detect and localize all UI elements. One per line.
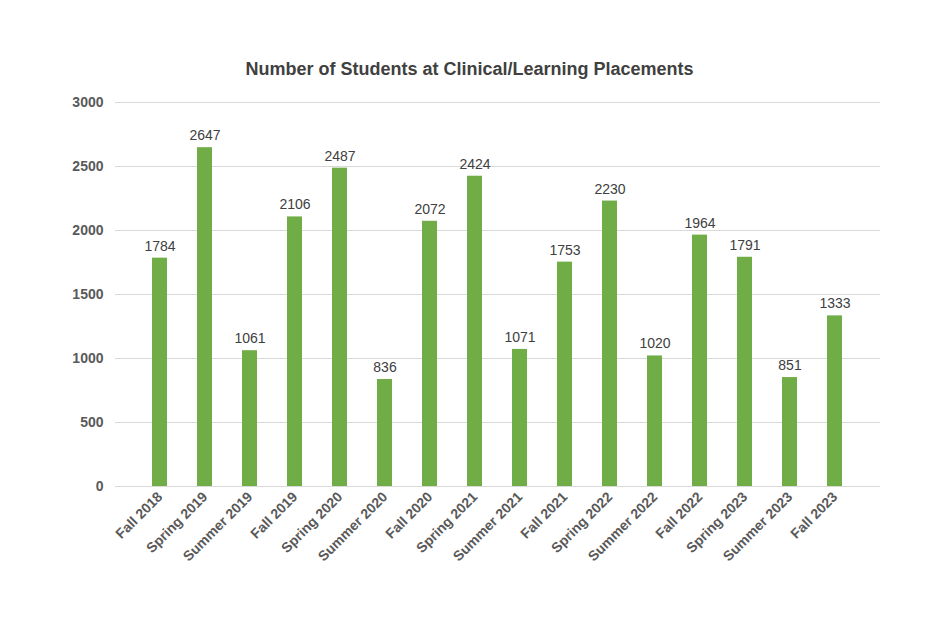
svg-text:1753: 1753 — [549, 242, 580, 258]
svg-text:Summer 2023: Summer 2023 — [720, 488, 796, 564]
svg-text:1500: 1500 — [72, 286, 103, 302]
svg-text:Fall 2018: Fall 2018 — [112, 488, 166, 542]
svg-text:851: 851 — [778, 357, 802, 373]
svg-text:Fall 2020: Fall 2020 — [382, 488, 436, 542]
svg-text:Summer 2022: Summer 2022 — [585, 488, 661, 564]
svg-text:1020: 1020 — [639, 335, 670, 351]
svg-text:2106: 2106 — [279, 196, 310, 212]
svg-text:2647: 2647 — [189, 127, 220, 143]
svg-text:Spring 2023: Spring 2023 — [682, 488, 751, 556]
svg-text:Summer 2021: Summer 2021 — [450, 488, 526, 564]
svg-text:500: 500 — [80, 414, 104, 430]
svg-text:836: 836 — [373, 359, 397, 375]
svg-text:Fall 2023: Fall 2023 — [787, 488, 840, 541]
svg-text:Summer 2020: Summer 2020 — [315, 488, 391, 564]
svg-text:Fall 2019: Fall 2019 — [247, 488, 301, 542]
svg-text:2487: 2487 — [324, 148, 355, 164]
svg-text:Fall 2021: Fall 2021 — [517, 488, 571, 542]
html-text:Number of Students at Clinical: Number of Students at Clinical/Learning … — [245, 59, 694, 79]
svg-text:1784: 1784 — [144, 238, 175, 254]
svg-text:1964: 1964 — [684, 215, 715, 231]
svg-text:2500: 2500 — [72, 158, 103, 174]
svg-text:Spring 2019: Spring 2019 — [142, 488, 211, 556]
svg-text:2000: 2000 — [72, 222, 103, 238]
svg-text:1791: 1791 — [729, 237, 760, 253]
svg-text:Fall 2022: Fall 2022 — [652, 488, 706, 542]
svg-text:3000: 3000 — [72, 94, 103, 110]
svg-text:1000: 1000 — [72, 350, 103, 366]
svg-text:1061: 1061 — [234, 330, 265, 346]
svg-text:1071: 1071 — [504, 329, 535, 345]
svg-text:2230: 2230 — [594, 181, 625, 197]
svg-text:2072: 2072 — [414, 201, 445, 217]
svg-text:1333: 1333 — [819, 295, 850, 311]
svg-text:Spring 2021: Spring 2021 — [412, 488, 481, 556]
svg-text:Spring 2022: Spring 2022 — [547, 488, 616, 556]
svg-text:0: 0 — [96, 478, 104, 494]
svg-text:Spring 2020: Spring 2020 — [277, 488, 346, 556]
svg-text:2424: 2424 — [459, 156, 490, 172]
svg-text:Summer 2019: Summer 2019 — [180, 488, 256, 564]
